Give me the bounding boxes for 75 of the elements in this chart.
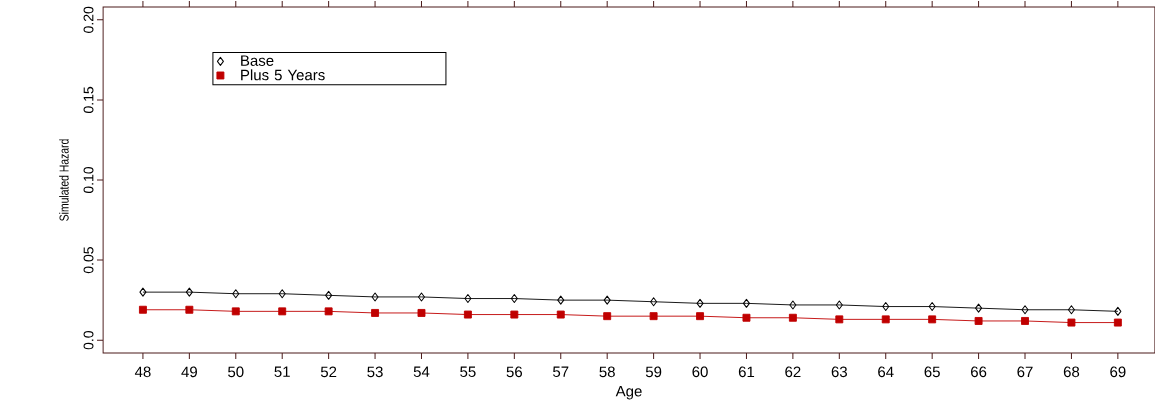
point (324, 307, 333, 316)
point (974, 317, 983, 325)
point (278, 307, 287, 316)
point (510, 294, 518, 304)
point (975, 303, 983, 313)
point (417, 292, 425, 302)
point (696, 312, 704, 321)
point (1067, 318, 1076, 327)
point (928, 315, 937, 324)
y-tick-label: 0.10 (83, 166, 94, 194)
point (789, 300, 797, 310)
x-tick-label: 53 (367, 366, 383, 378)
point (1113, 318, 1122, 327)
point (463, 310, 472, 319)
point (742, 313, 751, 322)
point (835, 300, 843, 310)
point (650, 297, 658, 307)
x-tick-label: 60 (692, 366, 708, 378)
x-tick-label: 59 (645, 366, 662, 378)
point (788, 313, 797, 322)
x-tick-label: 56 (506, 366, 523, 378)
point (278, 289, 286, 299)
point (603, 312, 612, 321)
point (371, 309, 379, 317)
x-tick-label: 64 (878, 366, 894, 378)
point (139, 287, 147, 297)
point (881, 315, 890, 324)
x-tick-label: 63 (831, 366, 847, 378)
x-tick-label: 54 (413, 366, 430, 377)
x-axis-title: Age (615, 386, 642, 400)
point (138, 305, 147, 314)
x-tick-label: 57 (553, 366, 569, 377)
x-tick-label: 61 (738, 366, 755, 378)
x-tick-label: 62 (785, 366, 801, 378)
point (1114, 306, 1122, 316)
x-tick-label: 65 (924, 366, 940, 378)
point (928, 302, 936, 312)
y-tick-label: 0.0 (83, 331, 94, 350)
point (1021, 317, 1029, 325)
point (185, 305, 194, 314)
x-tick-label: 68 (1063, 366, 1080, 378)
y-tick-label: 0.15 (83, 86, 94, 113)
point (232, 289, 240, 299)
point (649, 312, 658, 321)
x-tick-label: 48 (134, 366, 151, 378)
point (371, 292, 379, 302)
x-tick-label: 69 (1110, 366, 1126, 378)
x-tick-label: 58 (599, 366, 615, 378)
x-tick-label: 50 (228, 366, 244, 378)
x-tick-label: 49 (181, 366, 197, 378)
point (603, 295, 611, 305)
point (882, 302, 890, 312)
x-tick-label: 67 (1017, 366, 1033, 378)
point (696, 298, 704, 308)
point (556, 310, 565, 319)
point (510, 310, 519, 319)
point (464, 294, 472, 304)
x-tick-label: 66 (971, 366, 987, 378)
point (742, 298, 750, 308)
point (835, 315, 844, 324)
x-tick-label: 55 (460, 366, 476, 377)
x-tick-label: 52 (320, 366, 337, 378)
point (1021, 305, 1029, 315)
point (1067, 305, 1075, 315)
point (417, 309, 426, 317)
point (325, 290, 333, 300)
legend-label: Plus 5 Years (241, 69, 325, 81)
point (185, 287, 193, 297)
legend-label: Base (241, 55, 274, 66)
y-tick-label: 0.20 (83, 6, 94, 33)
y-tick-label: 0.05 (83, 247, 94, 274)
point (231, 307, 240, 316)
point (557, 295, 565, 305)
x-tick-label: 51 (274, 366, 290, 377)
y-axis-title: Simulated Hazard (59, 139, 69, 221)
